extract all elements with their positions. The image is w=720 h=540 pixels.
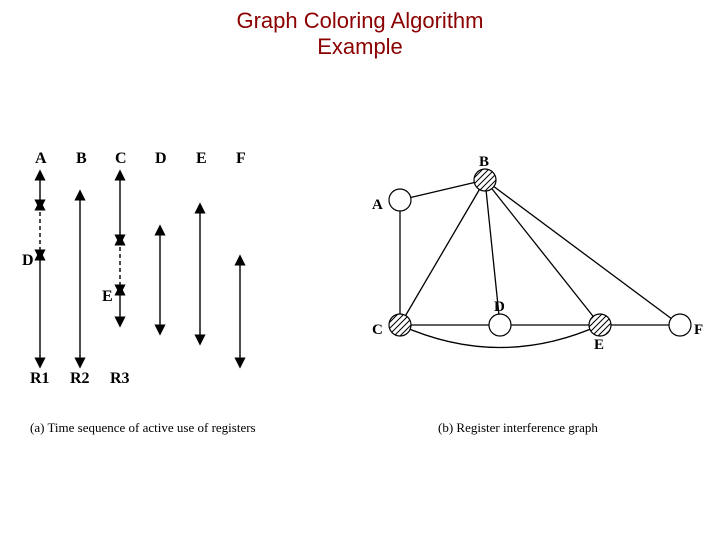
- node-label-D: D: [494, 299, 505, 316]
- graph-node-D: [489, 314, 511, 336]
- graph-svg: [0, 100, 720, 420]
- graph-edge: [400, 180, 485, 200]
- node-label-E: E: [594, 337, 604, 354]
- graph-node-E: [589, 314, 611, 336]
- node-label-F: F: [694, 322, 703, 339]
- page-title: Graph Coloring Algorithm Example: [0, 0, 720, 61]
- graph-edge: [400, 180, 485, 325]
- node-label-B: B: [479, 154, 489, 171]
- title-line1: Graph Coloring Algorithm: [236, 8, 483, 33]
- graph-node-C: [389, 314, 411, 336]
- graph-node-F: [669, 314, 691, 336]
- diagram-area: A B C D E F R1 R2 R3 D E ABCDEF: [0, 100, 720, 540]
- graph-node-A: [389, 189, 411, 211]
- caption-a: (a) Time sequence of active use of regis…: [30, 420, 256, 436]
- title-line2: Example: [317, 34, 403, 59]
- node-label-A: A: [372, 197, 383, 214]
- graph-node-B: [474, 169, 496, 191]
- caption-b: (b) Register interference graph: [438, 420, 598, 436]
- node-label-C: C: [372, 322, 383, 339]
